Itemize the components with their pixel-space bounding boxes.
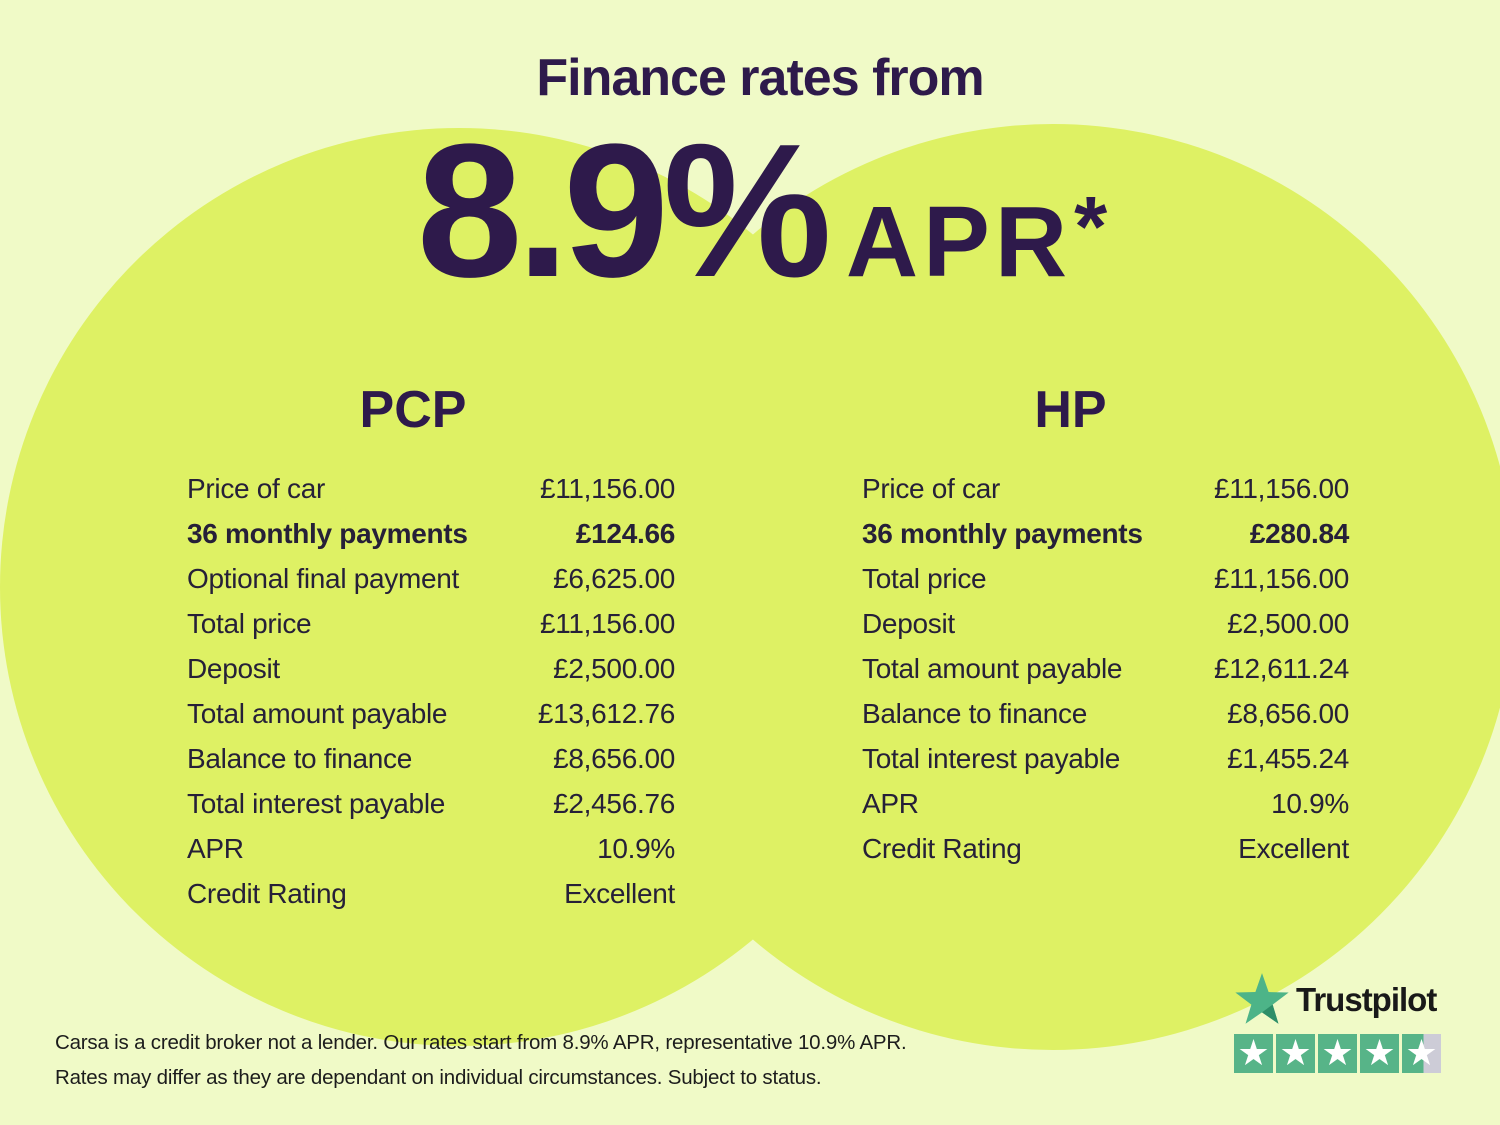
table-row: Credit Rating Excellent xyxy=(862,826,1349,871)
row-label: Credit Rating xyxy=(862,832,1022,864)
trustpilot-wordmark: Trustpilot xyxy=(1296,981,1437,1018)
row-label: Credit Rating xyxy=(187,877,347,909)
rating-star-box: ★ xyxy=(1318,1034,1357,1073)
row-value: £12,611.24 xyxy=(1213,652,1349,684)
row-label: APR xyxy=(187,832,244,864)
star-icon: ★ xyxy=(1237,1033,1270,1074)
row-value: £13,612.76 xyxy=(537,697,675,729)
row-value: £2,456.76 xyxy=(553,787,675,819)
rate-unit: APR xyxy=(845,186,1073,298)
row-value: £11,156.00 xyxy=(539,607,675,639)
rating-star-box: ★ xyxy=(1402,1034,1441,1073)
hp-table: HP Price of car £11,156.00 36 monthly paym… xyxy=(862,380,1349,871)
row-value: £2,500.00 xyxy=(553,652,675,684)
row-label: Total interest payable xyxy=(862,742,1121,774)
hp-rows: Price of car £11,156.00 36 monthly payment… xyxy=(862,466,1349,871)
pcp-table: PCP Price of car £11,156.00 36 monthly pay… xyxy=(187,380,675,916)
table-row: Price of car £11,156.00 xyxy=(187,466,675,511)
star-icon: ★ xyxy=(1321,1033,1354,1074)
rating-star-box: ★ xyxy=(1360,1034,1399,1073)
table-row: Total amount payable £12,611.24 xyxy=(862,646,1349,691)
disclaimer: Carsa is a credit broker not a lender. O… xyxy=(55,1026,907,1096)
table-row: Total amount payable £13,612.76 xyxy=(187,691,675,736)
row-label: Total amount payable xyxy=(862,652,1123,684)
row-label: Total price xyxy=(187,607,312,639)
row-value: £2,500.00 xyxy=(1227,607,1349,639)
row-value: 10.9% xyxy=(597,832,675,864)
rating-star-box: ★ xyxy=(1234,1034,1273,1073)
row-label: Deposit xyxy=(862,607,955,639)
row-value: £280.84 xyxy=(1249,517,1349,549)
row-label: APR xyxy=(862,787,919,819)
star-icon: ★ xyxy=(1363,1033,1396,1074)
rate-asterisk: * xyxy=(1074,180,1108,275)
background-circle-right xyxy=(590,124,1500,1050)
row-value: 10.9% xyxy=(1271,787,1349,819)
table-row: APR 10.9% xyxy=(862,781,1349,826)
row-label: Price of car xyxy=(187,472,325,504)
table-row: Balance to finance £8,656.00 xyxy=(862,691,1349,736)
row-value: Excellent xyxy=(564,877,675,909)
table-row: Total interest payable £2,456.76 xyxy=(187,781,675,826)
row-label: Optional final payment xyxy=(187,562,460,594)
trustpilot-star-icon xyxy=(1235,973,1289,1024)
hp-heading: HP xyxy=(1034,381,1107,439)
row-label: Total amount payable xyxy=(187,697,448,729)
table-row: Total price £11,156.00 xyxy=(187,601,675,646)
table-row: Total interest payable £1,455.24 xyxy=(862,736,1349,781)
star-icon: ★ xyxy=(1279,1033,1312,1074)
disclaimer-line-1: Carsa is a credit broker not a lender. O… xyxy=(55,1031,907,1054)
disclaimer-line-2: Rates may differ as they are dependant o… xyxy=(55,1065,822,1089)
table-row: 36 monthly payments £280.84 xyxy=(862,511,1349,556)
star-icon: ★ xyxy=(1405,1033,1438,1074)
table-row: APR 10.9% xyxy=(187,826,675,871)
row-label: Balance to finance xyxy=(187,742,412,774)
row-label: Total interest payable xyxy=(187,787,446,819)
row-label: Total price xyxy=(862,562,987,594)
pcp-rows: Price of car £11,156.00 36 monthly payment… xyxy=(187,466,675,916)
row-value: £6,625.00 xyxy=(553,562,675,594)
row-value: £11,156.00 xyxy=(1213,472,1349,504)
table-row: Optional final payment £6,625.00 xyxy=(187,556,675,601)
trustpilot-rating-stars: ★ ★ ★ ★ ★ xyxy=(1234,1034,1446,1073)
row-value: £11,156.00 xyxy=(539,472,675,504)
headline-rate: 8.9% APR * xyxy=(24,116,1500,306)
row-label: Deposit xyxy=(187,652,280,684)
row-value: £8,656.00 xyxy=(553,742,675,774)
trustpilot-badge: Trustpilot ★ ★ ★ ★ ★ xyxy=(1234,972,1446,1073)
row-value: £11,156.00 xyxy=(1213,562,1349,594)
row-value: Excellent xyxy=(1238,832,1349,864)
row-value: £8,656.00 xyxy=(1227,697,1349,729)
row-label: Price of car xyxy=(862,472,1000,504)
table-row: Credit Rating Excellent xyxy=(187,871,675,916)
row-label: 36 monthly payments xyxy=(862,517,1143,549)
table-row: Deposit £2,500.00 xyxy=(187,646,675,691)
row-label: 36 monthly payments xyxy=(187,517,468,549)
table-row: 36 monthly payments £124.66 xyxy=(187,511,675,556)
rate-value: 8.9% xyxy=(416,105,832,317)
row-value: £1,455.24 xyxy=(1227,742,1349,774)
trustpilot-logo-row: Trustpilot xyxy=(1234,972,1446,1028)
table-row: Balance to finance £8,656.00 xyxy=(187,736,675,781)
rating-star-box: ★ xyxy=(1276,1034,1315,1073)
pcp-heading: PCP xyxy=(359,381,467,439)
row-value: £124.66 xyxy=(575,517,675,549)
table-row: Deposit £2,500.00 xyxy=(862,601,1349,646)
table-row: Price of car £11,156.00 xyxy=(862,466,1349,511)
table-row: Total price £11,156.00 xyxy=(862,556,1349,601)
page-title: Finance rates from xyxy=(536,49,984,107)
row-label: Balance to finance xyxy=(862,697,1087,729)
